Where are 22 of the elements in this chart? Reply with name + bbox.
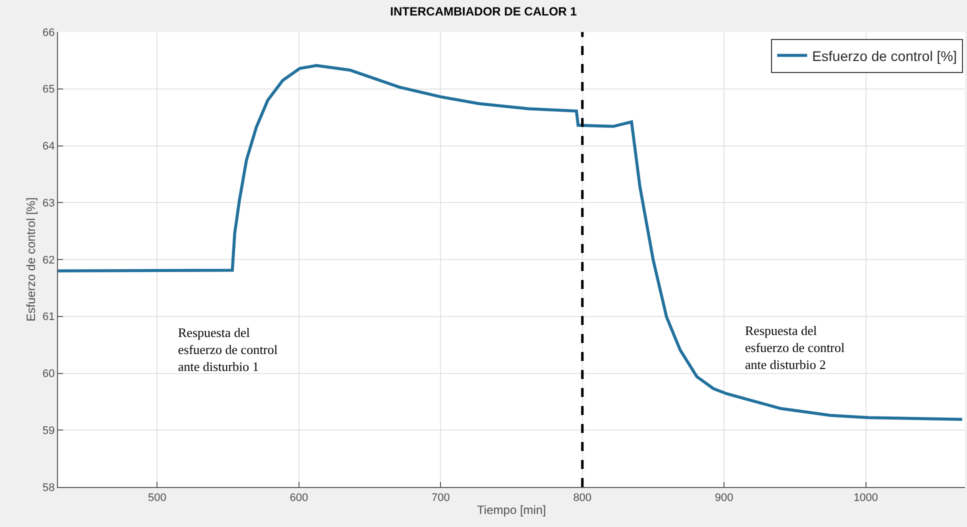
y-tick-label: 63 (42, 197, 55, 210)
annotation: Respuesta del esfuerzo de control ante disturbio 2 (745, 323, 846, 372)
x-axis-title: Tiempo [min] (477, 503, 546, 518)
y-tick-label: 62 (42, 254, 55, 266)
y-tick-label: 65 (42, 84, 55, 96)
x-tick-label: 700 (431, 492, 450, 504)
y-tick-label: 66 (42, 26, 55, 39)
x-tick-label: 600 (290, 492, 308, 504)
x-tick-label: 500 (148, 492, 166, 504)
y-tick-label: 58 (42, 482, 55, 494)
annotation: Respuesta del esfuerzo de control ante disturbio 1 (178, 325, 278, 374)
line-series (58, 64, 964, 421)
y-tick-label: 60 (42, 368, 55, 380)
x-tick-label: 900 (714, 492, 734, 504)
y-tick-label: 61 (42, 311, 55, 324)
x-tick-label: 800 (573, 492, 592, 504)
chart-title: INTERCAMBIADOR DE CALOR 1 (390, 4, 578, 18)
y-tick-label: 59 (42, 424, 55, 437)
y-tick-label: 64 (42, 140, 55, 153)
x-tick-label: 1000 (854, 492, 878, 504)
y-axis-title: Esfuerzo de control [%] (24, 197, 38, 322)
legend-label: Esfuerzo de control [%] (812, 48, 957, 64)
